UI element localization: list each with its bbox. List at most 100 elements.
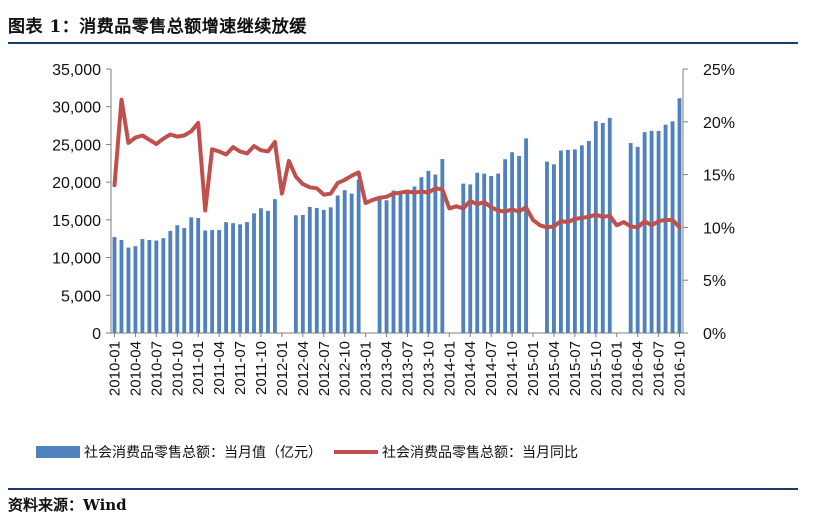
bar: [314, 207, 319, 333]
combo-chart: 0 5,000 10,000 15,000 20,000 25,000 30,000 35,0…: [52, 62, 735, 396]
x-tick-label: 2011-04: [211, 341, 228, 395]
x-tick-label: 2016-07: [651, 341, 668, 396]
bar: [503, 159, 508, 333]
source-note: 资料来源：Wind: [8, 496, 127, 514]
left-tick-label: 35,000: [52, 62, 101, 79]
bar: [259, 208, 263, 333]
right-tick-label: 15%: [703, 168, 735, 185]
legend-swatch-bars: [36, 446, 80, 458]
bar: [635, 146, 640, 333]
x-tick-label: 2014-04: [462, 341, 479, 396]
legend-label-bars: 社会消费品零售总额：当月值（亿元）: [84, 445, 322, 461]
bar: [545, 161, 549, 333]
title-divider: [8, 42, 798, 44]
bar: [112, 237, 117, 333]
bar: [147, 240, 152, 333]
bar: [468, 184, 473, 333]
legend-label-line: 社会消费品零售总额：当月同比: [382, 445, 578, 461]
bar: [377, 195, 382, 333]
right-tick-label: 5%: [703, 273, 726, 290]
bar: [524, 138, 528, 333]
x-tick-label: 2016-10: [672, 341, 689, 396]
legend-swatch-line: [334, 450, 378, 454]
axes-layer: [106, 68, 688, 337]
bar: [210, 230, 215, 333]
bar: [119, 239, 124, 333]
bar: [307, 206, 312, 333]
bar: [649, 130, 654, 333]
bar: [266, 210, 270, 333]
bar: [398, 190, 403, 333]
left-tick-label: 10,000: [52, 251, 101, 268]
bar: [412, 186, 417, 333]
x-tick-label: 2010-04: [127, 341, 144, 396]
bar: [217, 230, 222, 333]
bar: [552, 164, 556, 333]
bar: [196, 217, 201, 333]
bar: [586, 141, 591, 333]
bar: [510, 152, 515, 333]
x-tick-label: 2015-10: [588, 341, 605, 396]
x-tick-label: 2014-07: [483, 341, 500, 396]
bar: [517, 155, 521, 333]
bar: [161, 238, 166, 333]
x-tick-label: 2016-04: [630, 341, 647, 396]
bar: [607, 117, 612, 333]
bar: [168, 230, 173, 333]
legend-item-bars: 社会消费品零售总额：当月值（亿元）: [36, 442, 322, 462]
right-tick-label: 0%: [703, 326, 726, 343]
bar: [140, 239, 145, 333]
x-tick-label: 2016-01: [609, 341, 626, 396]
left-tick-label: 25,000: [52, 137, 101, 154]
x-tick-label: 2015-01: [525, 341, 542, 396]
x-tick-label: 2012-07: [316, 341, 333, 396]
left-tick-label: 20,000: [52, 175, 101, 192]
bar: [572, 149, 577, 333]
bar: [133, 246, 138, 333]
bar: [642, 132, 647, 333]
bar: [349, 193, 354, 333]
bar: [224, 222, 229, 333]
bar: [496, 173, 501, 333]
bar: [475, 172, 480, 333]
bar: [252, 213, 256, 333]
x-tick-label: 2011-10: [253, 341, 270, 395]
bar: [335, 195, 340, 333]
right-tick-label: 10%: [703, 220, 735, 237]
left-tick-label: 5,000: [61, 288, 101, 305]
bar: [461, 183, 466, 333]
x-tick-label: 2013-01: [358, 341, 375, 396]
x-tick-label: 2010-07: [148, 341, 165, 396]
x-tick-label: 2015-04: [546, 341, 563, 396]
x-tick-label: 2014-10: [504, 341, 521, 396]
line-growth: [112, 97, 682, 230]
bar: [628, 143, 633, 333]
bar: [328, 207, 333, 333]
bar: [391, 190, 396, 333]
bar: [175, 225, 180, 333]
bar: [670, 121, 675, 333]
bar: [293, 215, 298, 333]
x-tick-label: 2012-01: [274, 341, 291, 396]
x-tick-label: 2014-01: [441, 341, 458, 396]
x-tick-label: 2011-07: [232, 341, 249, 395]
left-tick-label: 15,000: [52, 213, 101, 230]
bar: [231, 223, 235, 333]
bar: [203, 230, 208, 333]
bar: [440, 159, 445, 333]
bar: [433, 174, 438, 333]
right-tick-label: 20%: [703, 115, 735, 132]
x-tick-label: 2010-10: [169, 341, 186, 396]
bar: [600, 122, 605, 334]
axis-labels: 0 5,000 10,000 15,000 20,000 25,000 30,000 35,0…: [52, 62, 735, 396]
bar: [579, 145, 584, 333]
bar: [656, 130, 661, 333]
bar: [663, 124, 668, 334]
footer-divider: [8, 488, 798, 490]
left-tick-label: 0: [92, 326, 101, 343]
bar-series: [112, 98, 682, 334]
right-tick-label: 25%: [703, 62, 735, 79]
bar: [565, 150, 570, 333]
bar: [405, 190, 410, 333]
bar: [677, 98, 682, 333]
